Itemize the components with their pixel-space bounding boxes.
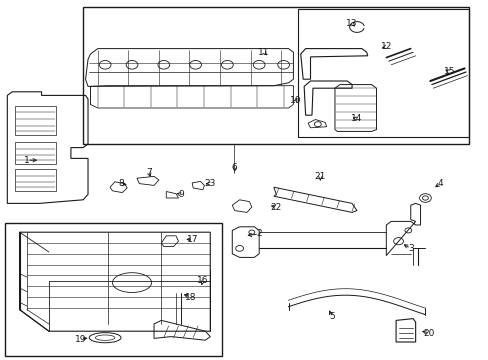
Text: 15: 15 bbox=[443, 68, 455, 77]
Text: 1: 1 bbox=[24, 156, 30, 165]
Text: 12: 12 bbox=[380, 42, 391, 51]
Bar bbox=[15, 169, 56, 191]
Text: 20: 20 bbox=[423, 328, 434, 338]
Text: 5: 5 bbox=[329, 312, 335, 321]
Text: 9: 9 bbox=[178, 190, 183, 199]
Text: 19: 19 bbox=[75, 335, 86, 343]
Bar bbox=[5, 223, 222, 356]
Text: 13: 13 bbox=[346, 19, 357, 28]
Text: 8: 8 bbox=[118, 179, 124, 188]
Text: 14: 14 bbox=[350, 114, 362, 123]
Text: 7: 7 bbox=[146, 168, 152, 177]
Bar bbox=[298, 9, 468, 137]
Text: 4: 4 bbox=[436, 179, 442, 188]
Text: 17: 17 bbox=[187, 235, 199, 244]
Text: 3: 3 bbox=[407, 244, 413, 253]
Text: 6: 6 bbox=[231, 163, 237, 172]
Text: 18: 18 bbox=[184, 292, 196, 302]
Text: 22: 22 bbox=[270, 202, 282, 211]
Bar bbox=[83, 7, 468, 144]
Text: 21: 21 bbox=[314, 172, 325, 181]
Bar bbox=[15, 106, 56, 135]
Text: 16: 16 bbox=[197, 276, 208, 285]
Bar bbox=[15, 142, 56, 164]
Text: 23: 23 bbox=[204, 179, 216, 188]
Text: 2: 2 bbox=[256, 230, 262, 239]
Text: 10: 10 bbox=[289, 96, 301, 105]
Text: 11: 11 bbox=[258, 48, 269, 57]
